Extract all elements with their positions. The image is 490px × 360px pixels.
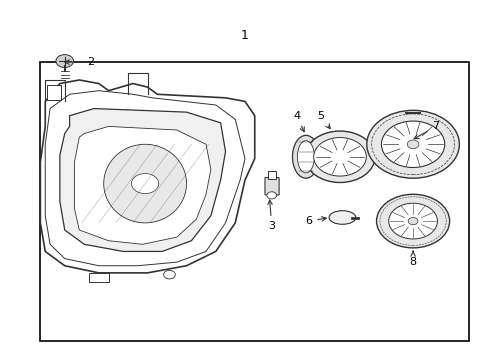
Text: 1: 1 <box>241 29 249 42</box>
Ellipse shape <box>297 141 315 173</box>
FancyBboxPatch shape <box>268 171 276 179</box>
PathPatch shape <box>60 109 225 251</box>
FancyBboxPatch shape <box>265 177 279 195</box>
Circle shape <box>267 192 277 199</box>
Circle shape <box>305 131 375 183</box>
Text: 4: 4 <box>293 111 304 132</box>
Text: 7: 7 <box>414 121 440 139</box>
FancyBboxPatch shape <box>47 85 61 100</box>
Circle shape <box>164 270 175 279</box>
Text: 3: 3 <box>268 200 275 231</box>
Text: 6: 6 <box>305 216 326 226</box>
Text: 8: 8 <box>410 251 416 267</box>
Text: 2: 2 <box>65 57 94 67</box>
Ellipse shape <box>104 144 187 223</box>
PathPatch shape <box>74 126 211 244</box>
Circle shape <box>314 138 367 176</box>
FancyBboxPatch shape <box>40 62 469 341</box>
Circle shape <box>56 55 74 67</box>
Ellipse shape <box>293 135 319 178</box>
Circle shape <box>381 121 445 167</box>
FancyBboxPatch shape <box>89 273 109 282</box>
Circle shape <box>389 203 438 239</box>
Ellipse shape <box>329 211 356 224</box>
PathPatch shape <box>40 80 255 273</box>
Circle shape <box>407 140 419 149</box>
Circle shape <box>408 217 418 225</box>
Circle shape <box>131 174 159 194</box>
Circle shape <box>376 194 450 248</box>
Text: 5: 5 <box>317 111 330 129</box>
Circle shape <box>367 111 460 178</box>
